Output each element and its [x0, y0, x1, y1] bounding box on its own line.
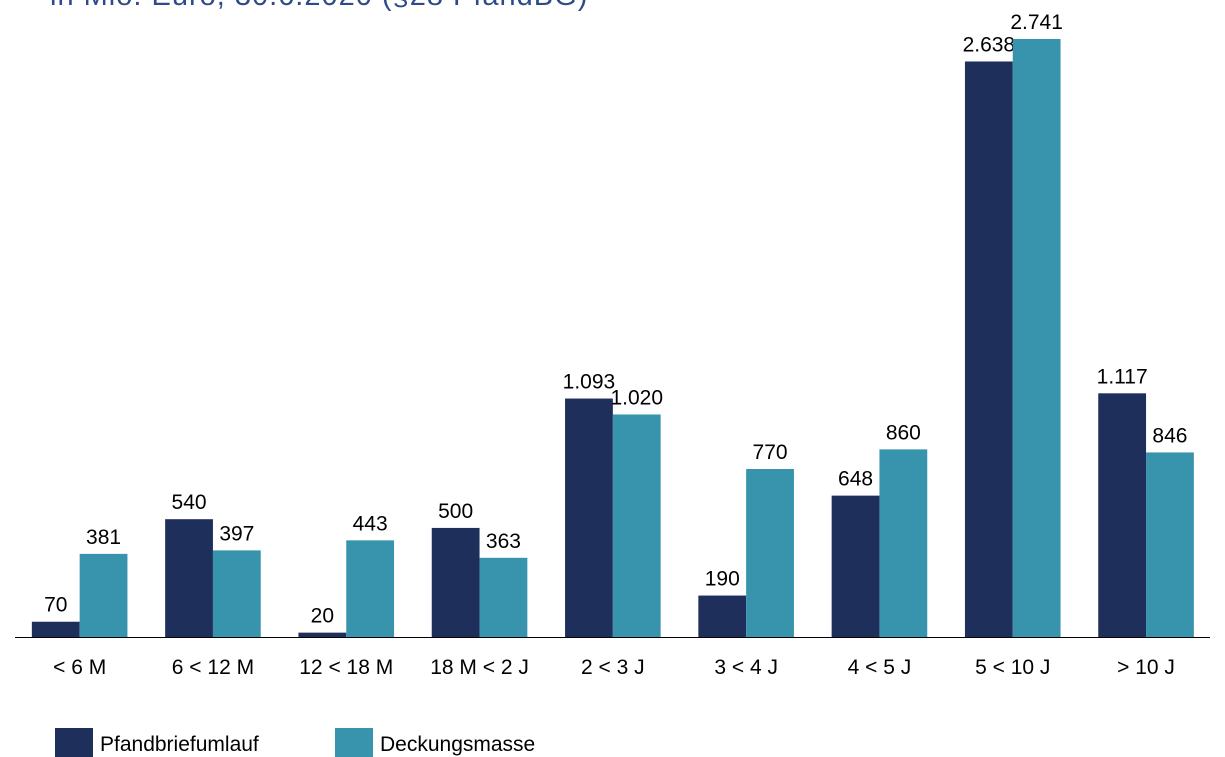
bar: [831, 495, 880, 637]
data-label: 397: [219, 522, 254, 545]
data-label: 1.020: [610, 386, 663, 409]
data-label: 443: [353, 512, 388, 535]
x-tick-label: 18 M < 2 J: [430, 656, 529, 679]
data-label: 846: [1152, 424, 1187, 447]
bar: [879, 449, 928, 637]
x-tick-label: 4 < 5 J: [848, 656, 912, 679]
bar: [79, 553, 128, 637]
data-label: 648: [838, 468, 873, 491]
data-label: 1.093: [563, 371, 616, 394]
data-label: 70: [44, 594, 67, 617]
legend-label: Deckungsmasse: [380, 733, 535, 756]
bar: [612, 414, 661, 637]
data-label: 500: [438, 500, 473, 523]
bar: [212, 550, 261, 637]
data-label: 190: [705, 568, 740, 591]
data-label: 860: [886, 421, 921, 444]
x-tick-label: 2 < 3 J: [581, 656, 645, 679]
legend-swatch: [55, 728, 93, 757]
bar: [698, 595, 747, 637]
bar: [479, 557, 528, 637]
legend-swatch: [335, 728, 373, 757]
data-label: 2.741: [1010, 11, 1063, 34]
bar: [964, 61, 1013, 637]
x-tick-label: 3 < 4 J: [714, 656, 778, 679]
data-label: 363: [486, 530, 521, 553]
x-tick-label: 6 < 12 M: [172, 656, 254, 679]
x-tick-label: < 6 M: [53, 656, 106, 679]
legend-label: Pfandbriefumlauf: [100, 733, 259, 756]
x-tick-label: > 10 J: [1117, 656, 1175, 679]
chart-subtitle: in Mio. Euro, 30.6.2020 (§28 PfandBG): [50, 0, 588, 12]
bar: [346, 540, 395, 637]
data-label: 2.638: [963, 33, 1016, 56]
data-label: 1.117: [1097, 365, 1148, 388]
data-label: 770: [753, 441, 788, 464]
bar: [1146, 452, 1194, 637]
bar: [1012, 39, 1061, 637]
bar: [165, 519, 213, 637]
x-tick-label: 12 < 18 M: [299, 656, 393, 679]
data-label: 540: [172, 491, 207, 514]
bar: [565, 398, 613, 637]
data-label: 381: [86, 526, 121, 549]
bar: [746, 469, 794, 637]
bar: [431, 527, 480, 637]
bar: [1098, 393, 1147, 637]
x-tick-label: 5 < 10 J: [975, 656, 1050, 679]
bar: [31, 621, 80, 637]
data-label: 20: [311, 605, 334, 628]
bar: [298, 632, 347, 637]
